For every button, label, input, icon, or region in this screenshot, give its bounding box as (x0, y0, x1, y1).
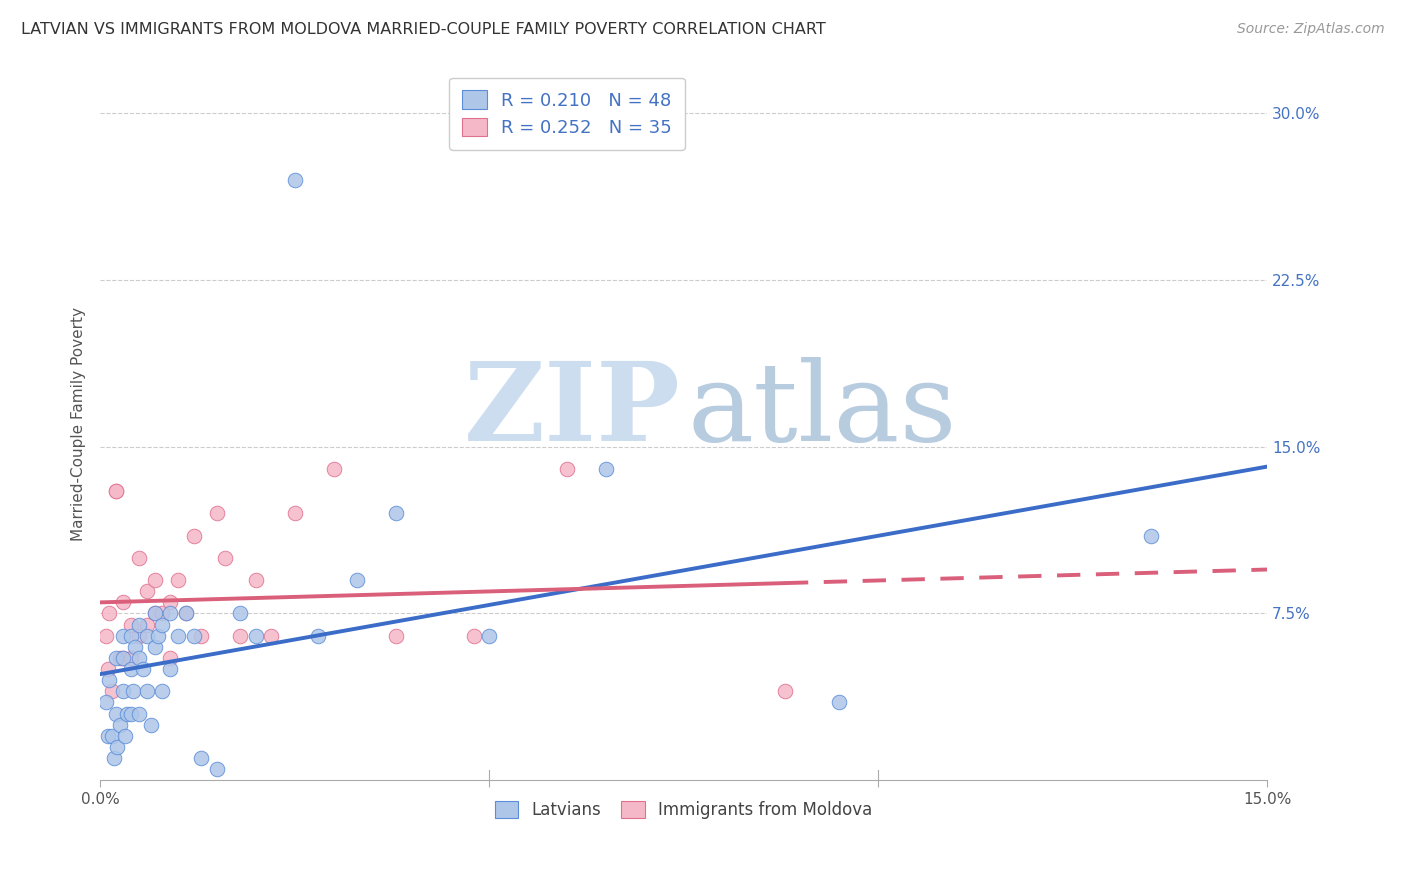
Point (120, 629, 142, 643)
Point (167, 573, 190, 587)
Point (139, 717, 162, 731)
Point (108, 651, 131, 665)
Point (135, 629, 157, 643)
Point (214, 550, 236, 565)
Point (159, 595, 181, 609)
Point (121, 684, 143, 698)
Point (260, 629, 283, 643)
Text: LATVIAN VS IMMIGRANTS FROM MOLDOVA MARRIED-COUPLE FAMILY POVERTY CORRELATION CHA: LATVIAN VS IMMIGRANTS FROM MOLDOVA MARRI… (21, 22, 825, 37)
Point (104, 484, 127, 499)
Text: Source: ZipAtlas.com: Source: ZipAtlas.com (1237, 22, 1385, 37)
Point (346, 573, 368, 587)
Point (114, 729, 136, 743)
Point (174, 607, 197, 621)
Point (104, 484, 127, 499)
Point (128, 550, 150, 565)
Point (245, 573, 267, 587)
Point (104, 651, 127, 665)
Point (128, 629, 150, 643)
Point (128, 706, 150, 721)
Point (135, 617, 157, 632)
Point (229, 629, 252, 643)
Point (135, 684, 157, 698)
Point (143, 640, 166, 654)
Point (229, 607, 252, 621)
Point (96, 629, 118, 643)
Point (101, 684, 124, 698)
Point (117, 706, 139, 721)
Point (98, 607, 121, 621)
Point (97, 662, 120, 676)
Legend: Latvians, Immigrants from Moldova: Latvians, Immigrants from Moldova (488, 794, 879, 825)
Point (143, 607, 166, 621)
Point (284, 507, 307, 521)
Point (385, 507, 408, 521)
Point (150, 684, 173, 698)
Point (1139, 528, 1161, 542)
Point (120, 617, 142, 632)
Point (112, 595, 135, 609)
Point (150, 607, 173, 621)
Point (112, 651, 135, 665)
Point (478, 629, 501, 643)
Point (322, 462, 344, 476)
Text: atlas: atlas (688, 357, 957, 464)
Point (284, 172, 307, 186)
Point (120, 651, 142, 665)
Point (159, 662, 181, 676)
Point (167, 629, 190, 643)
Point (150, 617, 173, 632)
Point (128, 651, 150, 665)
Point (120, 662, 142, 676)
Point (104, 706, 127, 721)
Point (105, 739, 128, 754)
Point (245, 629, 267, 643)
Point (148, 629, 170, 643)
Point (190, 751, 212, 765)
Point (112, 651, 135, 665)
Point (190, 629, 212, 643)
Point (174, 607, 197, 621)
Text: ZIP: ZIP (464, 357, 681, 464)
Point (143, 573, 166, 587)
Point (101, 729, 124, 743)
Point (205, 762, 228, 776)
Point (773, 684, 796, 698)
Point (385, 629, 408, 643)
Point (96, 695, 118, 709)
Point (463, 629, 485, 643)
Point (159, 607, 181, 621)
Point (143, 607, 166, 621)
Point (98, 673, 121, 688)
Point (307, 629, 329, 643)
Point (120, 706, 142, 721)
Point (183, 629, 205, 643)
Point (112, 629, 135, 643)
Point (205, 507, 228, 521)
Point (108, 717, 131, 731)
Y-axis label: Married-Couple Family Poverty: Married-Couple Family Poverty (72, 308, 86, 541)
Point (124, 640, 146, 654)
Point (112, 684, 135, 698)
Point (595, 462, 617, 476)
Point (97, 729, 120, 743)
Point (159, 651, 181, 665)
Point (183, 528, 205, 542)
Point (828, 695, 851, 709)
Point (555, 462, 578, 476)
Point (128, 617, 150, 632)
Point (135, 584, 157, 599)
Point (103, 751, 125, 765)
Point (132, 662, 155, 676)
